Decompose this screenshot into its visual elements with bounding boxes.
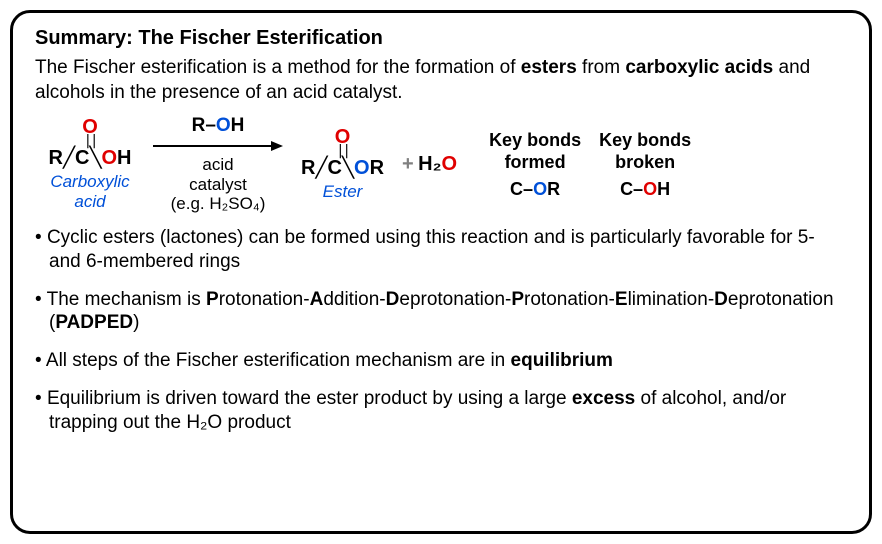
plus-sign: + — [402, 153, 414, 175]
product-R1: R — [301, 157, 315, 179]
arrow-sub1: acid — [202, 155, 233, 174]
bullet-list: Cyclic esters (lactones) can be formed u… — [35, 226, 847, 434]
reactant-C: C — [75, 147, 89, 169]
bullet-item: Cyclic esters (lactones) can be formed u… — [35, 226, 847, 274]
reagent-O: O — [216, 115, 231, 136]
intro-text: The Fischer esterification is a method f… — [35, 56, 847, 105]
product-C: C — [328, 157, 342, 179]
reagent-R: R– — [192, 115, 216, 136]
reaction-scheme: O || R╱C╲OH Carboxylic acid R–OH acid ca… — [35, 115, 847, 214]
byproduct-O: O — [442, 153, 458, 175]
byproduct-block: + H₂O — [402, 153, 457, 176]
product-R2: R — [370, 157, 384, 179]
arrow-sub2: catalyst — [189, 175, 247, 194]
arrow-conditions: acid catalyst (e.g. H₂SO₄) — [153, 155, 283, 214]
product-label: Ester — [301, 182, 384, 202]
reactant-formula: R╱C╲OH — [45, 147, 135, 168]
kb-formed-bond: C–OR — [489, 178, 581, 201]
key-bonds-formed: Key bonds formed C–OR — [489, 129, 581, 201]
reagent-H: H — [231, 115, 245, 136]
byproduct-H2: H₂ — [418, 153, 441, 175]
bullet-item: Equilibrium is driven toward the ester p… — [35, 387, 847, 435]
reactant-carboxylic-acid: O || R╱C╲OH Carboxylic acid — [45, 117, 135, 212]
reactant-R: R — [48, 147, 62, 169]
kb-formed-title: Key bonds formed — [489, 129, 581, 174]
kb-broken-bond: C–OH — [599, 178, 691, 201]
card-title: Summary: The Fischer Esterification — [35, 27, 847, 50]
arrow-reagent: R–OH — [153, 115, 283, 137]
kb-broken-title: Key bonds broken — [599, 129, 691, 174]
key-bonds-broken: Key bonds broken C–OH — [599, 129, 691, 201]
bullet-item: The mechanism is Protonation-Addition-De… — [35, 288, 847, 336]
arrow-sub3: (e.g. H₂SO₄) — [171, 194, 266, 213]
product-ester: O || R╱C╲OR Ester — [301, 127, 384, 202]
reactant-H: H — [117, 147, 131, 169]
reactant-O: O — [101, 147, 117, 169]
summary-card: Summary: The Fischer Esterification The … — [10, 10, 872, 534]
reaction-arrow-block: R–OH acid catalyst (e.g. H₂SO₄) — [153, 115, 283, 214]
reaction-arrow-icon — [153, 139, 283, 153]
product-formula: R╱C╲OR — [301, 157, 384, 178]
product-O: O — [354, 157, 370, 179]
byproduct-h2o: H₂O — [418, 153, 457, 175]
reactant-label: Carboxylic acid — [45, 172, 135, 212]
bullet-item: All steps of the Fischer esterification … — [35, 349, 847, 373]
